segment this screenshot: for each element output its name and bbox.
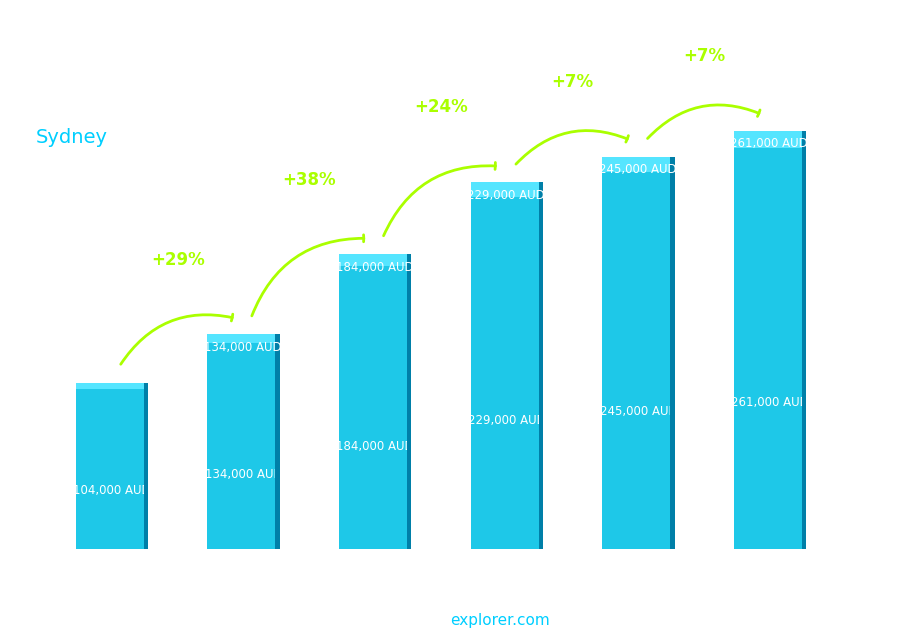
Text: 134,000 AUD: 134,000 AUD (204, 341, 282, 354)
Bar (539, 182, 543, 549)
Text: 10 to 15: 10 to 15 (472, 578, 542, 593)
Text: +7%: +7% (552, 73, 594, 91)
Text: +7%: +7% (683, 47, 725, 65)
Bar (407, 254, 411, 549)
Text: +29%: +29% (151, 251, 204, 269)
Text: 245,000 AUD: 245,000 AUD (599, 405, 677, 419)
Text: Average Yearly Salary: Average Yearly Salary (863, 260, 873, 381)
Text: +38%: +38% (283, 171, 337, 188)
Bar (207, 335, 280, 343)
Bar (802, 131, 806, 549)
Text: salary: salary (398, 613, 450, 628)
Text: 104,000 AUD: 104,000 AUD (73, 485, 151, 497)
Bar (275, 335, 280, 549)
Text: 245,000 AUD: 245,000 AUD (598, 163, 677, 176)
Bar (471, 182, 543, 549)
Bar (734, 131, 806, 147)
Bar (339, 254, 411, 266)
Bar (207, 335, 280, 549)
Text: < 2 Years: < 2 Years (71, 578, 152, 593)
Bar (471, 182, 543, 197)
Bar (76, 383, 148, 389)
Text: +24%: +24% (414, 99, 468, 117)
Text: Immunologist: Immunologist (36, 83, 169, 103)
Text: 184,000 AUD: 184,000 AUD (336, 261, 413, 274)
Text: 261,000 AUD: 261,000 AUD (731, 137, 808, 150)
Bar (602, 156, 675, 172)
Bar (339, 254, 411, 549)
Text: 229,000 AUD: 229,000 AUD (468, 414, 545, 428)
Text: Sydney: Sydney (36, 128, 108, 147)
Text: 229,000 AUD: 229,000 AUD (467, 188, 545, 201)
Text: explorer.com: explorer.com (450, 613, 550, 628)
Text: 20+ Years: 20+ Years (727, 578, 814, 593)
Text: 2 to 5: 2 to 5 (219, 578, 268, 593)
Bar (76, 383, 148, 549)
Bar (144, 383, 148, 549)
Bar (734, 131, 806, 549)
Text: Salary Comparison By Experience: Salary Comparison By Experience (36, 19, 562, 47)
Text: 134,000 AUD: 134,000 AUD (205, 468, 283, 481)
Bar (602, 156, 675, 549)
Text: 5 to 10: 5 to 10 (346, 578, 405, 593)
Bar (670, 156, 675, 549)
Text: 184,000 AUD: 184,000 AUD (337, 440, 414, 453)
Text: 261,000 AUD: 261,000 AUD (731, 396, 809, 410)
Text: 15 to 20: 15 to 20 (603, 578, 674, 593)
